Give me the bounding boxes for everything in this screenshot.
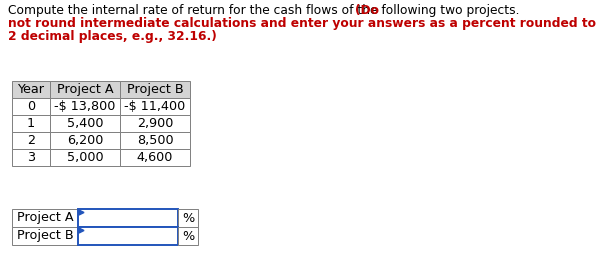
Text: 5,000: 5,000 <box>67 151 103 164</box>
Text: (Do: (Do <box>355 4 379 17</box>
Bar <box>120 115 190 132</box>
Text: 6,200: 6,200 <box>67 134 103 147</box>
Text: 4,600: 4,600 <box>137 151 173 164</box>
Text: 8,500: 8,500 <box>136 134 173 147</box>
Bar <box>78 227 178 245</box>
Text: Year: Year <box>17 83 44 96</box>
Text: 0: 0 <box>27 100 35 113</box>
Bar <box>50 132 120 149</box>
Bar <box>12 115 50 132</box>
Bar <box>12 98 50 115</box>
Text: 5,400: 5,400 <box>67 117 103 130</box>
Text: Project B: Project B <box>127 83 183 96</box>
Text: %: % <box>182 212 194 225</box>
Bar <box>50 81 120 98</box>
Bar <box>12 81 50 98</box>
Bar <box>12 209 78 227</box>
Bar <box>50 98 120 115</box>
Text: not round intermediate calculations and enter your answers as a percent rounded : not round intermediate calculations and … <box>8 17 596 30</box>
Bar <box>12 132 50 149</box>
Bar <box>12 149 50 166</box>
Bar <box>178 209 198 227</box>
Text: -$ 13,800: -$ 13,800 <box>54 100 115 113</box>
Text: 2,900: 2,900 <box>137 117 173 130</box>
Bar <box>78 209 178 227</box>
Text: %: % <box>182 229 194 242</box>
Text: Project B: Project B <box>17 229 73 242</box>
Text: 2 decimal places, e.g., 32.16.): 2 decimal places, e.g., 32.16.) <box>8 30 217 43</box>
Text: Compute the internal rate of return for the cash flows of the following two proj: Compute the internal rate of return for … <box>8 4 523 17</box>
Bar <box>120 132 190 149</box>
Text: 2: 2 <box>27 134 35 147</box>
Polygon shape <box>79 228 84 233</box>
Bar <box>50 149 120 166</box>
Text: Project A: Project A <box>17 212 73 225</box>
Text: 3: 3 <box>27 151 35 164</box>
Bar <box>50 115 120 132</box>
Bar <box>120 98 190 115</box>
Bar <box>120 149 190 166</box>
Bar <box>178 227 198 245</box>
Text: Project A: Project A <box>56 83 114 96</box>
Polygon shape <box>79 210 84 215</box>
Bar <box>120 81 190 98</box>
Text: -$ 11,400: -$ 11,400 <box>124 100 186 113</box>
Text: 1: 1 <box>27 117 35 130</box>
Bar <box>12 227 78 245</box>
